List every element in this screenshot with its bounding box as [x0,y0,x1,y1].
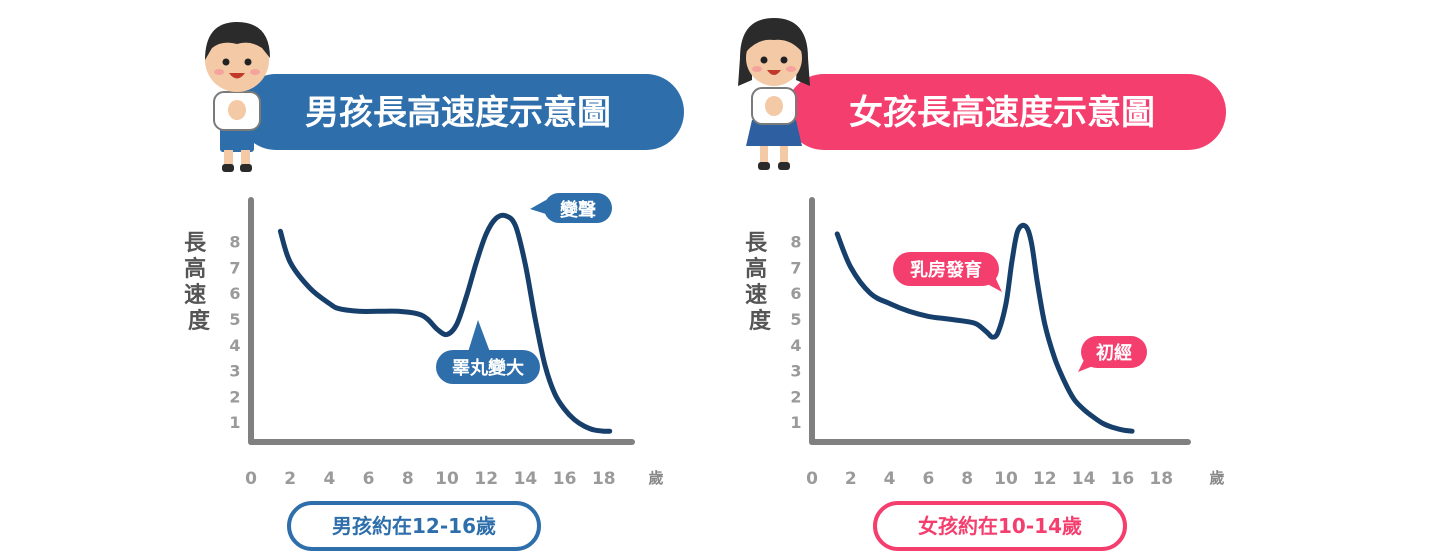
boy-x-tick-label: 4 [323,469,335,489]
girl-y-tick-label: 5 [790,310,801,329]
girl-x-tick-label: 14 [1072,469,1096,489]
girl-title-banner [786,74,1226,150]
girl-x-tick-label: 16 [1111,469,1135,489]
girl-x-tick-label: 4 [884,469,896,489]
boy-annotation-voice-change-text: 變聲 [560,199,596,221]
boy-y-tick-label: 1 [229,413,240,432]
boy-x-tick-label: 18 [592,469,616,489]
girl-x-tick-label: 6 [922,469,934,489]
girl-x-tick-label: 10 [994,469,1018,489]
boy-x-tick-label: 8 [402,469,414,489]
boy-footer-text: 男孩約在12-16歲 [332,514,496,538]
boy-x-tick-label: 2 [284,469,296,489]
girl-illustration [738,18,810,170]
boy-x-tick-label: 10 [435,469,459,489]
girl-x-tick-label: 8 [961,469,973,489]
boy-y-tick-label: 3 [229,362,240,381]
girl-x-tick-label: 18 [1149,469,1173,489]
boy-y-tick-label: 5 [229,310,240,329]
boy-series-line [277,212,613,434]
boy-annotation-testes: 睪丸變大 [436,320,540,384]
girl-y-tick-label: 7 [790,258,801,277]
girl-annotation-breast-development: 乳房發育 [893,252,1002,292]
girl-y-tick-label: 6 [790,284,801,303]
boy-x-tick-label: 14 [514,469,538,489]
boy-x-tick-label: 12 [474,469,498,489]
boy-chart-title: 男孩長高速度示意圖 [305,93,611,133]
girl-footer-text: 女孩約在10-14歲 [918,514,1082,538]
girl-y-tick-label: 1 [790,413,801,432]
boy-illustration [205,22,270,172]
boy-y-tick-label: 8 [229,233,240,252]
girl-annotation-menarche-text: 初經 [1096,342,1132,364]
boy-annotation-testes-text: 睪丸變大 [452,357,524,379]
boy-annotation-voice-change: 變聲 [530,193,612,223]
boy-title-banner [238,74,684,150]
boy-x-tick-label: 16 [553,469,577,489]
girl-footer-pill [873,501,1127,551]
girl-x-tick-label: 0 [806,469,818,489]
girl-y-tick-label: 4 [790,336,801,355]
girl-chart-title: 女孩長高速度示意圖 [849,93,1155,133]
girl-series-line [834,222,1135,434]
boy-x-tick-label: 0 [245,469,257,489]
girl-y-tick-label: 2 [790,387,801,406]
boy-x-tick-label: 6 [363,469,375,489]
girl-x-axis-label: 歲 [1209,469,1224,487]
girl-annotation-breast-development-text: 乳房發育 [910,259,982,281]
girl-y-tick-label: 3 [790,362,801,381]
boy-x-axis-label: 歲 [648,469,663,487]
boy-y-tick-label: 2 [229,387,240,406]
boy-y-axis-label: 長 高 速 度 [184,231,214,334]
girl-y-axis-label: 長 高 速 度 [745,231,775,334]
boy-y-tick-label: 7 [229,258,240,277]
girl-x-tick-label: 2 [845,469,857,489]
boy-y-tick-label: 4 [229,336,240,355]
girl-annotation-menarche: 初經 [1078,336,1147,372]
boy-y-tick-label: 6 [229,284,240,303]
girl-x-tick-label: 12 [1033,469,1057,489]
boy-footer-pill [287,501,541,551]
girl-y-tick-label: 8 [790,233,801,252]
